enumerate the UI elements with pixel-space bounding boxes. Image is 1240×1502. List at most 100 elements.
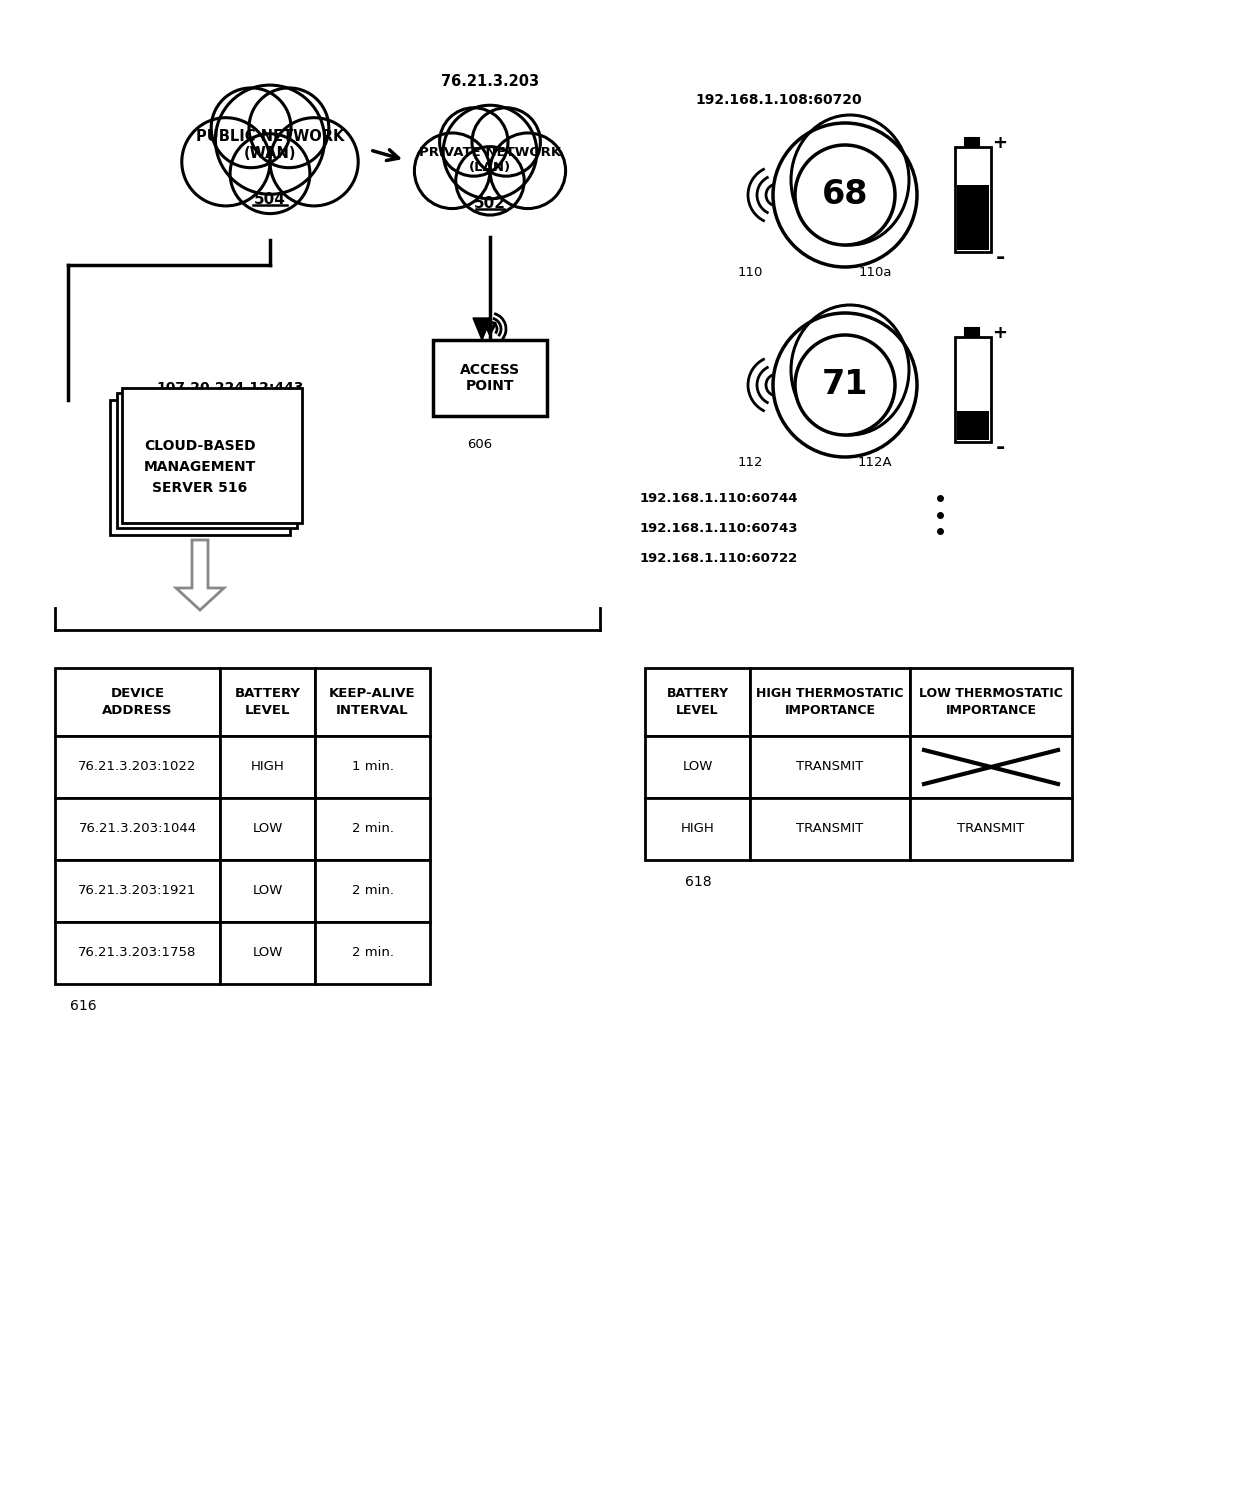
Text: 76.21.3.203:1758: 76.21.3.203:1758: [78, 946, 197, 960]
Text: HIGH THERMOSTATIC
IMPORTANCE: HIGH THERMOSTATIC IMPORTANCE: [756, 686, 904, 716]
FancyBboxPatch shape: [315, 736, 430, 798]
FancyBboxPatch shape: [965, 327, 980, 336]
Text: LOW: LOW: [252, 946, 283, 960]
Text: PUBLIC NETWORK
(WAN): PUBLIC NETWORK (WAN): [196, 129, 345, 161]
FancyBboxPatch shape: [750, 736, 910, 798]
FancyBboxPatch shape: [910, 736, 1073, 798]
Polygon shape: [176, 541, 224, 610]
Circle shape: [795, 335, 895, 436]
Text: 76.21.3.203:1022: 76.21.3.203:1022: [78, 760, 197, 774]
Text: 2 min.: 2 min.: [351, 885, 393, 898]
Circle shape: [216, 86, 325, 194]
FancyBboxPatch shape: [219, 736, 315, 798]
FancyBboxPatch shape: [750, 798, 910, 861]
Text: 618: 618: [684, 876, 712, 889]
Text: TRANSMIT: TRANSMIT: [957, 823, 1024, 835]
Text: LOW THERMOSTATIC
IMPORTANCE: LOW THERMOSTATIC IMPORTANCE: [919, 686, 1063, 716]
Text: 2 min.: 2 min.: [351, 946, 393, 960]
FancyBboxPatch shape: [645, 798, 750, 861]
FancyBboxPatch shape: [957, 185, 990, 249]
Text: 606: 606: [467, 439, 492, 452]
FancyBboxPatch shape: [219, 668, 315, 736]
Circle shape: [211, 89, 291, 168]
Text: HIGH: HIGH: [250, 760, 284, 774]
Circle shape: [440, 108, 508, 176]
Text: 76.21.3.203:1921: 76.21.3.203:1921: [78, 885, 197, 898]
Text: LOW: LOW: [252, 885, 283, 898]
FancyBboxPatch shape: [110, 400, 290, 535]
FancyBboxPatch shape: [645, 736, 750, 798]
FancyBboxPatch shape: [433, 339, 547, 416]
FancyBboxPatch shape: [965, 138, 980, 147]
FancyBboxPatch shape: [750, 668, 910, 736]
Text: LOW: LOW: [252, 823, 283, 835]
Text: -: -: [996, 248, 1004, 267]
Text: BATTERY
LEVEL: BATTERY LEVEL: [666, 686, 729, 716]
Text: 68: 68: [822, 179, 868, 212]
FancyBboxPatch shape: [910, 668, 1073, 736]
Circle shape: [490, 134, 565, 209]
Circle shape: [249, 89, 329, 168]
Text: +: +: [992, 324, 1007, 342]
FancyBboxPatch shape: [55, 668, 219, 736]
Text: 71: 71: [822, 368, 868, 401]
Circle shape: [773, 123, 918, 267]
Circle shape: [472, 108, 541, 176]
Text: -: -: [996, 439, 1004, 458]
Text: 112A: 112A: [858, 455, 893, 469]
Circle shape: [795, 146, 895, 245]
FancyBboxPatch shape: [315, 861, 430, 922]
Circle shape: [443, 105, 537, 198]
Polygon shape: [472, 318, 491, 339]
Text: KEEP-ALIVE
INTERVAL: KEEP-ALIVE INTERVAL: [329, 686, 415, 716]
Text: 192.168.1.108:60720: 192.168.1.108:60720: [694, 93, 862, 107]
FancyBboxPatch shape: [315, 668, 430, 736]
FancyBboxPatch shape: [117, 394, 298, 529]
Text: 192.168.1.110:60722: 192.168.1.110:60722: [640, 551, 799, 565]
Text: 112: 112: [738, 455, 763, 469]
FancyBboxPatch shape: [55, 922, 219, 984]
FancyBboxPatch shape: [315, 922, 430, 984]
FancyBboxPatch shape: [122, 388, 303, 523]
Text: 1 min.: 1 min.: [351, 760, 393, 774]
FancyBboxPatch shape: [55, 861, 219, 922]
Circle shape: [773, 312, 918, 457]
Text: 107.20.224.12:443: 107.20.224.12:443: [156, 382, 304, 395]
Text: TRANSMIT: TRANSMIT: [796, 823, 863, 835]
FancyBboxPatch shape: [55, 798, 219, 861]
Text: 110a: 110a: [858, 266, 892, 278]
FancyBboxPatch shape: [955, 336, 991, 442]
FancyBboxPatch shape: [955, 147, 991, 252]
FancyBboxPatch shape: [55, 736, 219, 798]
Text: CLOUD-BASED
MANAGEMENT
SERVER 516: CLOUD-BASED MANAGEMENT SERVER 516: [144, 439, 257, 496]
Circle shape: [456, 147, 525, 215]
Text: 192.168.1.110:60744: 192.168.1.110:60744: [640, 491, 799, 505]
Text: 76.21.3.203:1044: 76.21.3.203:1044: [78, 823, 197, 835]
FancyBboxPatch shape: [219, 922, 315, 984]
Text: TRANSMIT: TRANSMIT: [796, 760, 863, 774]
Circle shape: [182, 117, 270, 206]
Text: BATTERY
LEVEL: BATTERY LEVEL: [234, 686, 300, 716]
FancyBboxPatch shape: [645, 668, 750, 736]
FancyBboxPatch shape: [315, 798, 430, 861]
Text: 502: 502: [474, 195, 506, 210]
Circle shape: [270, 117, 358, 206]
Text: DEVICE
ADDRESS: DEVICE ADDRESS: [102, 686, 172, 716]
Text: LOW: LOW: [682, 760, 713, 774]
FancyBboxPatch shape: [219, 861, 315, 922]
Circle shape: [414, 134, 490, 209]
Text: +: +: [992, 134, 1007, 152]
Text: 616: 616: [69, 999, 97, 1012]
Text: 76.21.3.203: 76.21.3.203: [441, 75, 539, 90]
Text: 2 min.: 2 min.: [351, 823, 393, 835]
Text: ACCESS
POINT: ACCESS POINT: [460, 363, 520, 394]
Text: 192.168.1.110:60743: 192.168.1.110:60743: [640, 521, 799, 535]
FancyBboxPatch shape: [219, 798, 315, 861]
FancyBboxPatch shape: [910, 798, 1073, 861]
Text: PRIVATE NETWORK
(LAN): PRIVATE NETWORK (LAN): [419, 146, 560, 174]
Text: 504: 504: [254, 191, 286, 206]
FancyBboxPatch shape: [957, 410, 990, 440]
Text: 110: 110: [738, 266, 763, 278]
Circle shape: [231, 134, 310, 213]
Text: HIGH: HIGH: [681, 823, 714, 835]
